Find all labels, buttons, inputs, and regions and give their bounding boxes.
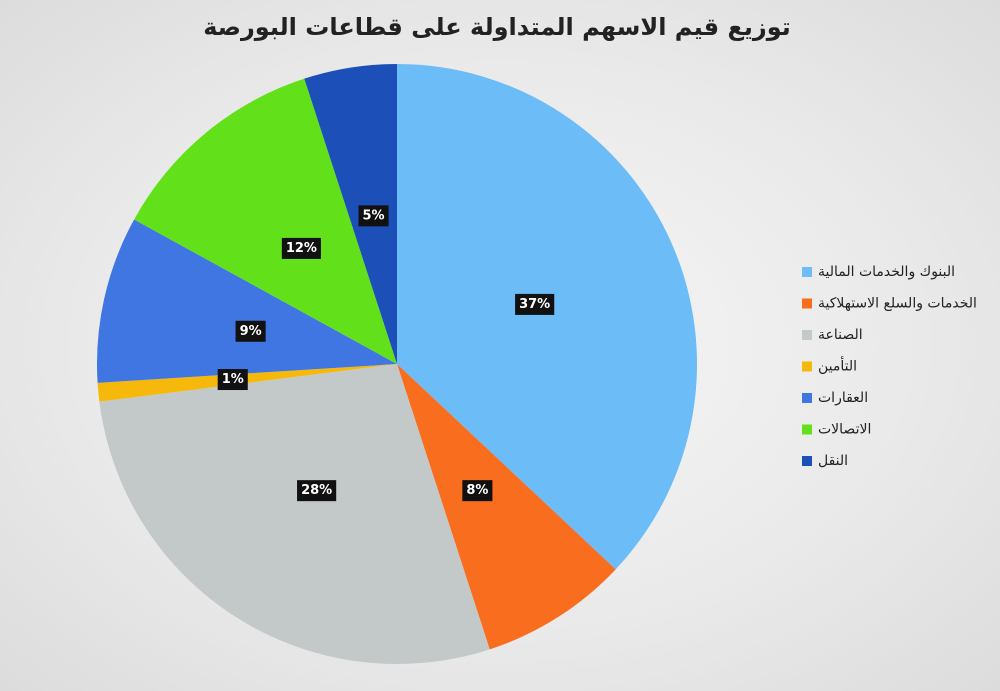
legend-swatch (802, 393, 812, 403)
data-label-box (462, 480, 493, 502)
data-label-text: 28% (301, 483, 332, 498)
data-label-text: 9% (240, 324, 262, 339)
data-label-text: 5% (362, 208, 384, 223)
data-label-box (235, 320, 266, 342)
data-label: 8% (462, 480, 493, 502)
data-label-box (281, 237, 321, 259)
pie-slice (134, 78, 397, 364)
legend-label: العقارات (818, 390, 868, 406)
data-label-box (515, 293, 555, 315)
legend-label: التأمين (818, 356, 857, 375)
data-label-text: 1% (222, 372, 244, 387)
data-label: 28% (297, 480, 337, 502)
legend-swatch (802, 267, 812, 277)
legend-swatch (802, 330, 812, 340)
legend-swatch (802, 298, 812, 309)
legend-label: الخدمات والسلع الاستهلاكية (818, 296, 977, 312)
data-label-text: 12% (286, 241, 317, 256)
pie-slice (99, 364, 490, 664)
pie-slice (96, 219, 397, 383)
data-label: 1% (217, 369, 248, 391)
data-label: 5% (358, 205, 389, 227)
legend-swatch (802, 361, 812, 372)
pie-slice (304, 64, 397, 364)
legend-swatch (802, 456, 812, 466)
data-label: 9% (235, 320, 266, 342)
legend-label: الصناعة (818, 327, 863, 343)
legend-label: النقل (818, 453, 848, 469)
data-label-text: 8% (466, 483, 488, 498)
data-label-text: 37% (519, 297, 550, 312)
data-label-box (217, 369, 248, 391)
data-label: 12% (281, 237, 321, 259)
chart-title: توزيع قيم الاسهم المتداولة على قطاعات ال… (203, 13, 791, 41)
pie-slice (397, 364, 616, 650)
data-label: 37% (515, 293, 555, 315)
data-label-box (297, 480, 337, 502)
pie-slice (397, 64, 698, 570)
legend-label: البنوك والخدمات المالية (818, 264, 955, 280)
legend-swatch (802, 424, 812, 435)
data-label-box (358, 205, 389, 227)
legend-label: الاتصالات (818, 422, 871, 438)
